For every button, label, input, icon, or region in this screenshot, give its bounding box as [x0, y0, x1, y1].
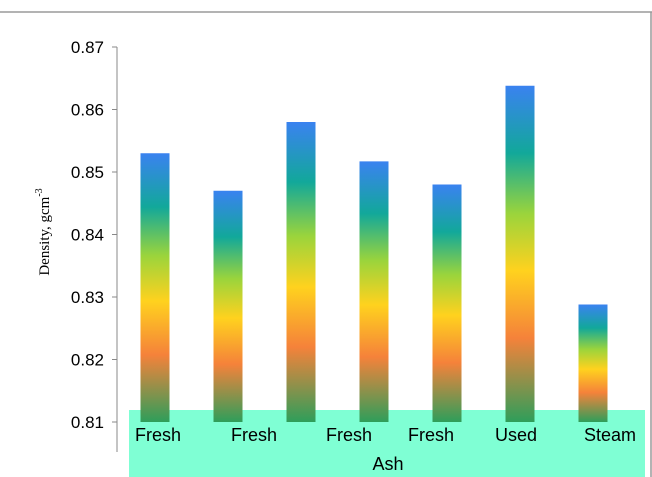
x-category-label: Used — [495, 425, 537, 445]
y-axis: 0.81 0.82 0.83 0.84 0.85 0.86 0.87 — [71, 38, 118, 452]
y-tick-label: 0.81 — [71, 413, 104, 432]
x-axis-labels: Fresh Fresh Fresh Fresh Used Steam — [135, 425, 636, 445]
bar — [286, 122, 316, 422]
y-tick-label: 0.87 — [71, 38, 104, 57]
bar — [505, 85, 535, 422]
y-tick-label: 0.83 — [71, 288, 104, 307]
y-axis-title: Density, gcm-3 — [34, 188, 53, 275]
x-category-label: Fresh — [231, 425, 277, 445]
bar — [578, 304, 608, 422]
x-axis-title: Ash — [372, 454, 403, 474]
x-category-label: Fresh — [135, 425, 181, 445]
y-tick-label: 0.85 — [71, 163, 104, 182]
bar — [213, 190, 243, 422]
y-tick-label: 0.86 — [71, 101, 104, 120]
bar — [432, 184, 462, 422]
y-axis-title-superscript: -3 — [34, 188, 45, 196]
y-axis-title-main: Density, gcm — [37, 196, 53, 275]
y-tick-label: 0.82 — [71, 351, 104, 370]
bar — [140, 153, 170, 422]
bars — [140, 85, 608, 422]
y-tick-label: 0.84 — [71, 226, 104, 245]
x-category-label: Fresh — [408, 425, 454, 445]
x-category-label: Fresh — [326, 425, 372, 445]
bar — [359, 161, 389, 422]
x-category-label: Steam — [584, 425, 636, 445]
